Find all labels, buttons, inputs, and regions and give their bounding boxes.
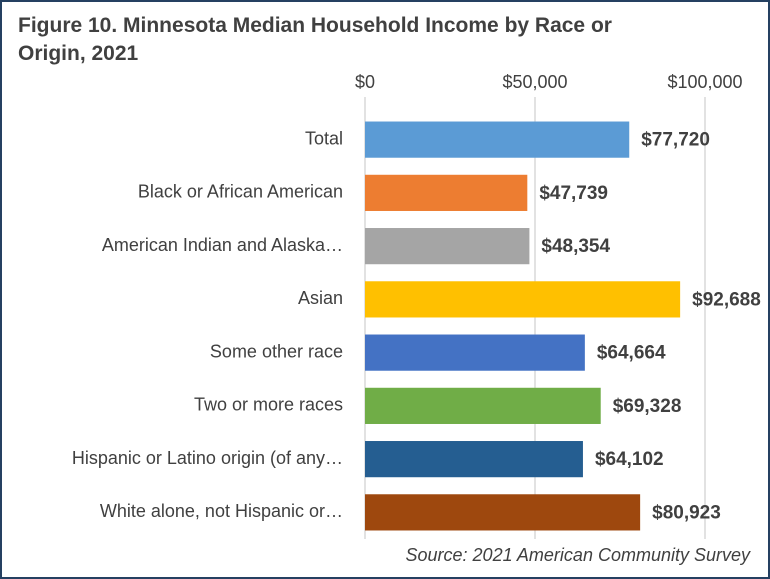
value-label: $69,328 [613,396,682,417]
x-tick-label: $50,000 [502,72,567,92]
y-tick-label: White alone, not Hispanic or… [100,501,343,521]
chart-title: Figure 10. Minnesota Median Household In… [18,14,612,65]
value-label: $48,354 [541,236,610,257]
x-tick-label: $0 [355,72,375,92]
y-tick-label: Black or African American [138,182,343,202]
bar [365,334,585,371]
bar [365,387,601,424]
bar [365,174,528,211]
y-tick-label: Asian [298,288,343,308]
bar [365,121,630,158]
bar [365,228,530,265]
source-note: Source: 2021 American Community Survey [406,545,751,565]
y-tick-label: Some other race [210,341,343,361]
x-tick-label: $100,000 [667,72,742,92]
value-label: $64,664 [597,343,666,364]
value-label: $64,102 [595,449,664,470]
y-tick-label: Total [305,128,343,148]
value-label: $92,688 [692,289,761,310]
y-tick-label: Two or more races [194,395,343,415]
bar [365,441,583,478]
y-tick-label: American Indian and Alaska… [102,235,343,255]
value-label: $47,739 [539,183,608,204]
value-label: $77,720 [641,130,710,151]
y-tick-label: Hispanic or Latino origin (of any… [72,448,343,468]
bar [365,281,681,318]
value-label: $80,923 [652,502,721,523]
bar [365,494,641,531]
